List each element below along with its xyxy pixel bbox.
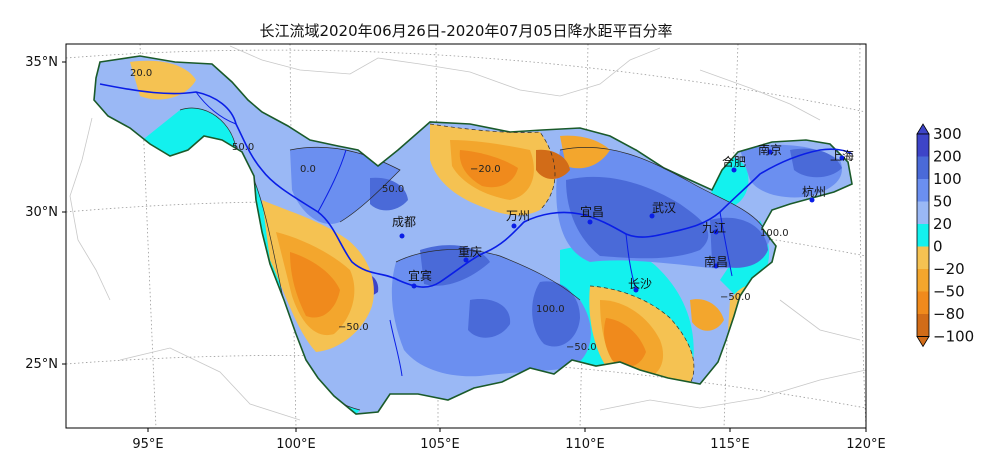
city-label-hefei: 合肥	[722, 154, 746, 169]
contour-labels: 20.0 50.0 100.0 0.0 −20.0 −50.0 50.0 100…	[130, 68, 789, 353]
colorbar-segment	[917, 201, 929, 224]
lon-tick: 110°E	[565, 437, 605, 452]
lat-tick: 35°N	[25, 55, 58, 70]
axis-ticks	[62, 61, 867, 432]
contour-label: 50.0	[382, 184, 404, 195]
lon-tick: 120°E	[846, 437, 886, 452]
map-frame	[65, 43, 867, 429]
city-label-wuhan: 武汉	[652, 201, 676, 215]
city-label-nanjing: 南京	[758, 142, 782, 157]
colorbar-tick-label: 50	[933, 193, 952, 211]
colorbar-segment	[917, 156, 929, 179]
colorbar-segment	[917, 269, 929, 292]
cities: 成都 重庆 宜宾 万州 宜昌 武汉 长沙 九江 南昌 合肥 南京 上海 杭州	[392, 142, 854, 293]
city-label-chongqing: 重庆	[458, 245, 482, 259]
map-title: 长江流域2020年06月26日-2020年07月05日降水距平百分率	[259, 22, 672, 40]
lat-tick: 30°N	[25, 205, 58, 220]
colorbar-segment	[917, 291, 929, 314]
colorbar-tick-label: 300	[933, 125, 962, 143]
lon-tick-labels: 95°E 100°E 105°E 110°E 115°E 120°E	[132, 437, 885, 452]
lon-tick: 100°E	[276, 437, 316, 452]
colorbar-tick-label: 20	[933, 215, 952, 233]
lon-tick: 95°E	[132, 437, 163, 452]
city-label-nanchang: 南昌	[704, 254, 728, 269]
province-borders	[69, 45, 866, 421]
contour-label: 50.0	[232, 142, 254, 153]
lon-tick: 105°E	[420, 437, 460, 452]
lat-tick: 25°N	[25, 357, 58, 372]
colorbar-segment	[917, 314, 929, 337]
contour-label: 20.0	[130, 68, 152, 79]
colorbar-tick-label: −50	[933, 283, 965, 301]
contour-label: −20.0	[470, 164, 501, 175]
city-label-changsha: 长沙	[628, 277, 652, 291]
city-label-hangzhou: 杭州	[802, 184, 826, 199]
rivers	[99, 83, 853, 377]
colorbar-segment	[917, 224, 929, 247]
contour-label: 0.0	[300, 164, 316, 175]
contour-label: 100.0	[760, 228, 789, 239]
colorbar-tick-label: −100	[933, 328, 974, 346]
lon-tick: 115°E	[710, 437, 750, 452]
city-label-yibin: 宜宾	[408, 268, 432, 283]
lat-tick-labels: 35°N 30°N 25°N	[25, 55, 58, 372]
colorbar-tick-label: 200	[933, 148, 962, 166]
contour-label: 100.0	[536, 304, 565, 315]
colorbar-extend-min	[916, 336, 930, 348]
city-label-yichang: 宜昌	[580, 204, 604, 219]
city-label-wanzhou: 万州	[506, 209, 530, 223]
colorbar-border	[916, 133, 930, 337]
colorbar-segment	[917, 246, 929, 269]
city-label-shanghai: 上海	[830, 148, 854, 163]
colorbar-segment	[917, 134, 929, 157]
colorbar-extend-max	[916, 123, 930, 135]
colorbar-tick-label: −20	[933, 260, 965, 278]
city-label-chengdu: 成都	[392, 215, 416, 229]
colorbar-tick-label: −80	[933, 305, 965, 323]
contour-label: −50.0	[566, 342, 597, 353]
contour-label: −50.0	[720, 292, 751, 303]
colorbar-tick-label: 0	[933, 238, 943, 256]
contour-label: −50.0	[338, 322, 369, 333]
city-label-jiujiang: 九江	[702, 221, 726, 235]
colorbar-tick-label: 100	[933, 170, 962, 188]
colorbar-segment	[917, 179, 929, 202]
